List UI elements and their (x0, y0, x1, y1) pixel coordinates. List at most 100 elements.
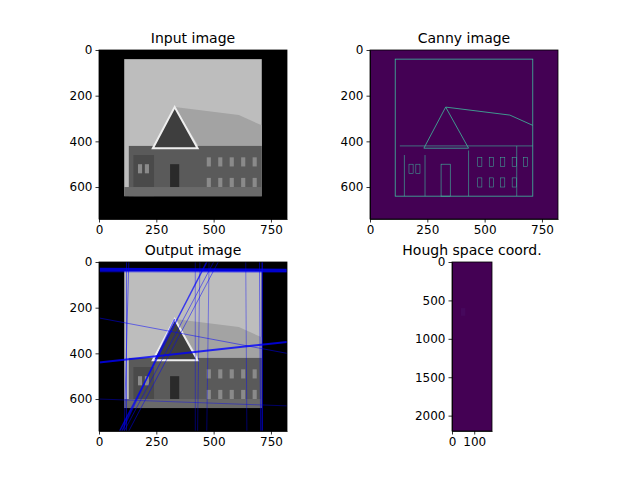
hough-line (261, 262, 263, 431)
image-area (99, 262, 287, 431)
tick-label: 500 (203, 435, 226, 449)
image-window (218, 390, 222, 399)
image-window (230, 369, 234, 378)
tick: 250 (145, 219, 168, 237)
accumulator-peak (461, 308, 465, 316)
tick-mark (96, 141, 100, 142)
tick-mark (449, 416, 453, 417)
tick-mark (474, 431, 475, 435)
tick-label: 750 (531, 223, 554, 237)
edge (510, 115, 533, 125)
image-window (241, 157, 245, 166)
tick: 500 (474, 219, 497, 237)
x-axis: 0 250 500 750 (96, 431, 288, 449)
panel: 01000500100015002000Hough space coord. (402, 242, 541, 449)
y-axis: 0200400600 (70, 43, 100, 219)
tick: 0 (96, 431, 104, 449)
tick-mark (542, 219, 543, 223)
tick: 0 (367, 219, 375, 237)
tick-label: 0 (96, 435, 104, 449)
edge (446, 107, 510, 115)
hough-line (207, 262, 209, 431)
hough-line (99, 318, 287, 353)
edge (478, 178, 482, 187)
tick-mark (367, 50, 371, 51)
tick-label: 600 (70, 180, 93, 194)
hough-line (99, 268, 287, 272)
image-background (99, 262, 287, 431)
tick-label: 750 (260, 435, 283, 449)
image-window (230, 178, 234, 187)
edge (409, 164, 413, 173)
tick-mark (367, 187, 371, 188)
frame (99, 262, 287, 431)
tick-label: 2000 (415, 409, 446, 423)
hough-line (99, 399, 287, 406)
image-sky (124, 271, 262, 408)
tick-mark (427, 219, 428, 223)
axis-line (100, 431, 288, 432)
edge (501, 157, 505, 166)
edge (512, 178, 516, 187)
image-window (218, 178, 222, 187)
axis-line (452, 263, 453, 432)
tick-mark (449, 300, 453, 301)
tick-label: 200 (70, 301, 93, 315)
tick-mark (214, 431, 215, 435)
hough-line (124, 262, 129, 431)
tick-label: 250 (145, 223, 168, 237)
edge (468, 150, 469, 196)
tick-mark (370, 219, 371, 223)
tick-label: 750 (260, 223, 283, 237)
axis-line (371, 219, 559, 220)
tick-label: 400 (341, 135, 364, 149)
edge (400, 145, 533, 146)
tick-label: 0 (85, 255, 93, 269)
tick-label: 1500 (415, 371, 446, 385)
panel: 02505007500200400600Canny image (341, 30, 559, 237)
title: Output image (145, 242, 242, 258)
tick: 200 (70, 89, 99, 103)
tick-label: 0 (85, 43, 93, 57)
title: Hough space coord. (402, 242, 541, 258)
tick-mark (96, 187, 100, 188)
frame (452, 262, 492, 431)
tick: 1500 (415, 371, 452, 385)
image-area (370, 50, 558, 219)
image-window (230, 390, 234, 399)
tick: 750 (260, 219, 283, 237)
tick-mark (271, 431, 272, 435)
tick-mark (271, 219, 272, 223)
figure: 02505007500200400600Input image025050075… (0, 0, 640, 480)
tick-label: 500 (203, 223, 226, 237)
tick-label: 200 (341, 89, 364, 103)
image-window (241, 178, 245, 187)
tick-label: 600 (341, 180, 364, 194)
image-window (207, 178, 211, 187)
tick-label: 200 (70, 89, 93, 103)
edge (489, 157, 493, 166)
image-window (218, 157, 222, 166)
tick-mark (449, 377, 453, 378)
edge (501, 178, 505, 187)
edge (441, 164, 450, 196)
tick: 750 (260, 431, 283, 449)
tick: 250 (145, 431, 168, 449)
hough-line (124, 262, 213, 431)
x-axis: 0250500750 (367, 219, 559, 237)
tick-label: 0 (367, 223, 375, 237)
tick: 500 (423, 294, 452, 308)
panel: 02505007500200400600Input image (70, 30, 288, 237)
image-window (253, 369, 257, 378)
y-axis: 0 200 400 600 (341, 43, 371, 219)
tick-mark (99, 431, 100, 435)
figure-svg: 02505007500200400600Input image025050075… (0, 0, 640, 480)
tick-mark (452, 431, 453, 435)
tick: 500 (203, 219, 226, 237)
tick: 0 (356, 43, 370, 57)
tick: 750 (531, 219, 554, 237)
tick-mark (367, 96, 371, 97)
tick-mark (96, 262, 100, 263)
tick-mark (96, 50, 100, 51)
image-window (207, 157, 211, 166)
